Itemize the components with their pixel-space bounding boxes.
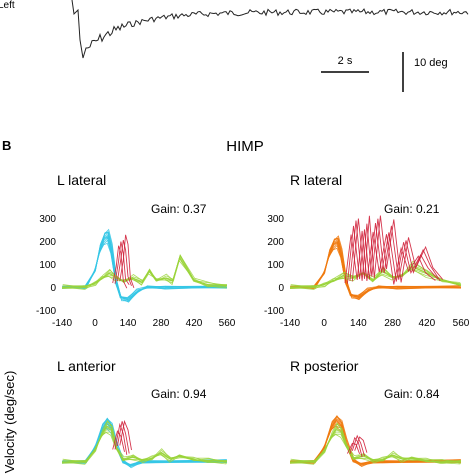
x-tick-label: 140	[120, 318, 137, 329]
subplot-title: R posterior	[290, 358, 359, 374]
saccade-velocity-trace	[114, 422, 128, 455]
eye-velocity-trace	[62, 421, 228, 462]
head-velocity-trace	[61, 234, 227, 301]
gain-annotation: Gain: 0.84	[384, 387, 440, 401]
saccade-velocity-trace	[112, 430, 125, 453]
x-tick-label: 0	[92, 318, 98, 329]
head-velocity-trace	[289, 423, 461, 465]
subplot-1: L lateral Gain: 0.37 -100 0 100 200 300 -140 0 14…	[36, 172, 236, 329]
eye-velocity-trace	[62, 426, 228, 463]
eye-velocity-trace	[62, 419, 228, 464]
eye-velocity-trace	[290, 423, 462, 463]
head-velocity-trace	[289, 421, 461, 464]
y-tick-label: -100	[36, 306, 56, 317]
y-tick-label: 0	[50, 283, 56, 294]
head-velocity-trace	[62, 228, 228, 302]
head-velocity-trace	[62, 231, 228, 301]
y-tick-label: 100	[39, 260, 56, 271]
head-velocity-trace	[290, 418, 462, 465]
x-tick-label: 420	[418, 318, 435, 329]
y-tick-label: 200	[267, 237, 284, 248]
eye-position-trace	[71, 0, 469, 59]
eye-velocity-trace	[290, 428, 462, 463]
saccade-velocity-trace	[344, 230, 436, 285]
eye-velocity-trace	[289, 429, 461, 463]
head-velocity-trace	[290, 415, 462, 465]
head-velocity-trace	[289, 419, 461, 465]
head-velocity-trace	[62, 231, 228, 303]
eye-velocity-trace	[62, 254, 228, 287]
head-velocity-trace	[62, 231, 228, 303]
x-tick-label: 560	[219, 318, 236, 329]
eye-velocity-trace	[290, 265, 462, 288]
y-tick-label: 100	[267, 260, 284, 271]
x-tick-label: -140	[280, 318, 300, 329]
x-tick-label: -140	[52, 318, 72, 329]
subplot-3: L anterior Gain: 0.94	[57, 358, 228, 469]
gain-annotation: Gain: 0.37	[151, 202, 207, 216]
eye-velocity-trace	[290, 428, 461, 463]
panel-b-title: HIMP	[226, 138, 264, 155]
x-tick-label: 560	[453, 318, 470, 329]
head-velocity-trace	[290, 235, 462, 299]
eye-velocity-trace	[62, 425, 228, 463]
saccade-velocity-trace	[119, 419, 132, 451]
subplot-title: L lateral	[57, 172, 106, 188]
saccade-velocity-trace	[354, 436, 368, 453]
x-tick-label: 0	[321, 318, 327, 329]
head-velocity-trace	[290, 416, 462, 464]
head-velocity-trace	[61, 242, 227, 300]
y-tick-label: 200	[39, 237, 56, 248]
x-tick-label: 280	[153, 318, 170, 329]
eye-velocity-trace	[62, 423, 228, 463]
gain-annotation: Gain: 0.94	[151, 387, 207, 401]
head-velocity-trace	[61, 236, 227, 300]
x-tick-label: 280	[384, 318, 401, 329]
subplot-4: R posterior Gain: 0.84	[289, 358, 462, 467]
eye-velocity-trace	[62, 254, 228, 289]
y-tick-label: -100	[264, 306, 284, 317]
top-trace-side-label: Left	[0, 0, 15, 11]
gain-annotation: Gain: 0.21	[384, 202, 440, 216]
subplot-2: R lateral Gain: 0.21 -100 0 100 200 300 -140 0 14…	[264, 172, 470, 329]
head-velocity-trace	[289, 419, 461, 465]
time-scalebar-label: 2 s	[338, 55, 353, 67]
saccade-velocity-trace	[351, 215, 444, 283]
saccade-velocity-trace	[119, 234, 135, 289]
eye-velocity-trace	[61, 427, 227, 463]
y-axis-label: Velocity (deg/sec)	[2, 371, 17, 474]
panel-b-label: B	[2, 138, 11, 153]
saccade-velocity-trace	[116, 421, 130, 454]
head-velocity-trace	[61, 235, 227, 300]
subplot-title: R lateral	[290, 172, 342, 188]
y-tick-label: 0	[278, 283, 284, 294]
y-tick-label: 300	[267, 214, 284, 225]
saccade-velocity-trace	[346, 222, 439, 284]
head-velocity-trace	[62, 232, 228, 301]
y-tick-label: 300	[39, 214, 56, 225]
angle-scalebar-label: 10 deg	[414, 57, 448, 69]
eye-velocity-trace	[290, 426, 462, 463]
head-velocity-trace	[62, 418, 228, 469]
x-tick-label: 420	[186, 318, 203, 329]
x-tick-label: 140	[350, 318, 367, 329]
eye-velocity-trace	[61, 259, 227, 290]
saccade-velocity-trace	[349, 436, 363, 458]
subplot-title: L anterior	[57, 358, 116, 374]
subplots: L lateral Gain: 0.37 -100 0 100 200 300 -140 0 14…	[36, 172, 470, 469]
head-velocity-trace	[290, 415, 462, 467]
saccade-velocity-trace	[349, 218, 441, 282]
